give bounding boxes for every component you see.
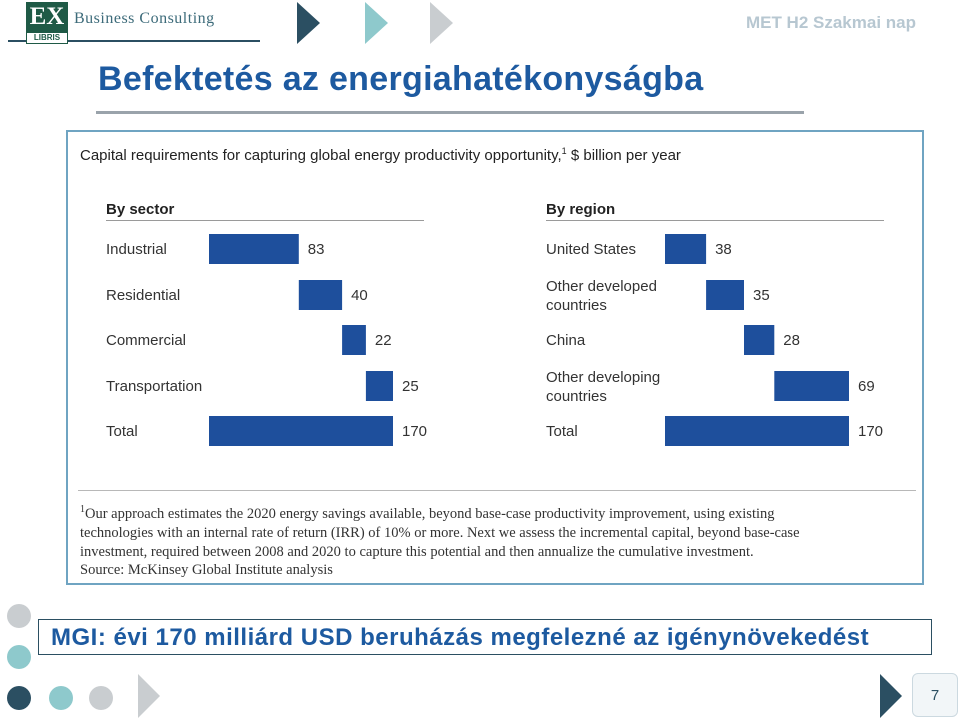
circle-icon: [7, 604, 31, 628]
page-number: 7: [912, 673, 958, 717]
footer-circle-icons: [7, 604, 902, 718]
region-panel: By region 38 United States 35 Other develope…: [546, 201, 884, 446]
category-label: Total: [546, 423, 578, 440]
bar-region-2: [744, 325, 775, 355]
sector-panel: By sector 83 Industrial 40 Residential 22 Comm…: [106, 201, 427, 446]
title-divider: [96, 111, 804, 114]
triangle-icon: [430, 2, 453, 44]
bar-sector-3: [365, 371, 393, 401]
circle-icon: [7, 645, 31, 669]
bar-region-3: [774, 371, 849, 401]
value-label: 83: [308, 241, 325, 258]
bar-region-4: [665, 416, 849, 446]
footnote-line-2: technologies with an internal rate of re…: [80, 524, 800, 541]
chart-exhibit: Capital requirements for capturing globa…: [66, 130, 924, 585]
chart-title-main: Capital requirements for capturing globa…: [80, 147, 562, 164]
category-label: Total: [106, 423, 138, 440]
category-label-line: Commercial: [106, 332, 186, 349]
category-label-line: United States: [546, 241, 636, 258]
category-label-line: Residential: [106, 287, 180, 304]
category-label-line: Other developing: [546, 369, 660, 386]
category-label-line: China: [546, 332, 586, 349]
category-label-line: countries: [546, 388, 607, 405]
chart-source: Source: McKinsey Global Institute analys…: [80, 562, 333, 578]
value-label: 35: [753, 287, 770, 304]
waterfall-charts: Capital requirements for capturing globa…: [80, 146, 884, 446]
value-label: 38: [715, 241, 732, 258]
bar-region-0: [665, 234, 707, 264]
category-label-line: Transportation: [106, 378, 202, 395]
category-label: Industrial: [106, 241, 167, 258]
category-label: Commercial: [106, 332, 186, 349]
panel-title-rule: [546, 220, 884, 221]
category-label: United States: [546, 241, 636, 258]
circle-icon: [89, 686, 113, 710]
triangle-icon: [138, 674, 160, 718]
circle-icon: [49, 686, 73, 710]
bar-sector-0: [209, 234, 299, 264]
value-label: 22: [375, 332, 392, 349]
category-label-line: Total: [106, 423, 138, 440]
panel-title: By sector: [106, 201, 175, 218]
logo-sub-label: LIBRIS: [26, 32, 68, 44]
category-label-line: countries: [546, 297, 607, 314]
footnote-divider: [78, 490, 916, 491]
category-label-line: Other developed: [546, 278, 657, 295]
company-logo: EX LIBRIS Business Consulting: [8, 2, 260, 46]
header-triangle-icons: [297, 2, 453, 44]
value-label: 28: [783, 332, 800, 349]
conclusion-banner: MGI: évi 170 milliárd USD beruházás megf…: [38, 619, 932, 655]
value-label: 40: [351, 287, 368, 304]
panel-title-rule: [106, 220, 424, 221]
category-label-line: Total: [546, 423, 578, 440]
circle-icon: [7, 686, 31, 710]
triangle-icon: [880, 674, 902, 718]
triangle-icon: [297, 2, 320, 44]
bar-sector-2: [342, 325, 366, 355]
page-title: Befektetés az energiahatékonyságba: [98, 60, 704, 98]
value-label: 170: [858, 423, 883, 440]
value-label: 170: [402, 423, 427, 440]
event-name: MET H2 Szakmai nap: [745, 13, 916, 32]
category-label-line: Industrial: [106, 241, 167, 258]
chart-title-units: $ billion per year: [567, 147, 681, 164]
logo-text: Business Consulting: [74, 10, 215, 27]
category-label: Other developed countries: [546, 278, 657, 314]
triangle-icon: [365, 2, 388, 44]
category-label: Other developing countries: [546, 369, 660, 405]
category-label: China: [546, 332, 586, 349]
bar-region-1: [706, 280, 744, 310]
category-label: Residential: [106, 287, 180, 304]
category-label: Transportation: [106, 378, 202, 395]
chart-footnote: 1Our approach estimates the 2020 energy …: [80, 500, 910, 562]
value-label: 25: [402, 378, 419, 395]
bar-sector-4: [209, 416, 393, 446]
footnote-line-3: investment, required between 2008 and 20…: [80, 543, 754, 560]
footnote-line-1: Our approach estimates the 2020 energy s…: [85, 505, 775, 522]
value-label: 69: [858, 378, 875, 395]
chart-title: Capital requirements for capturing globa…: [80, 146, 681, 164]
logo-underline: [8, 40, 260, 42]
bar-sector-1: [298, 280, 343, 310]
chart-title-sup: 1: [562, 146, 567, 156]
footnote-marker: 1: [80, 504, 85, 515]
panel-title: By region: [546, 201, 615, 218]
